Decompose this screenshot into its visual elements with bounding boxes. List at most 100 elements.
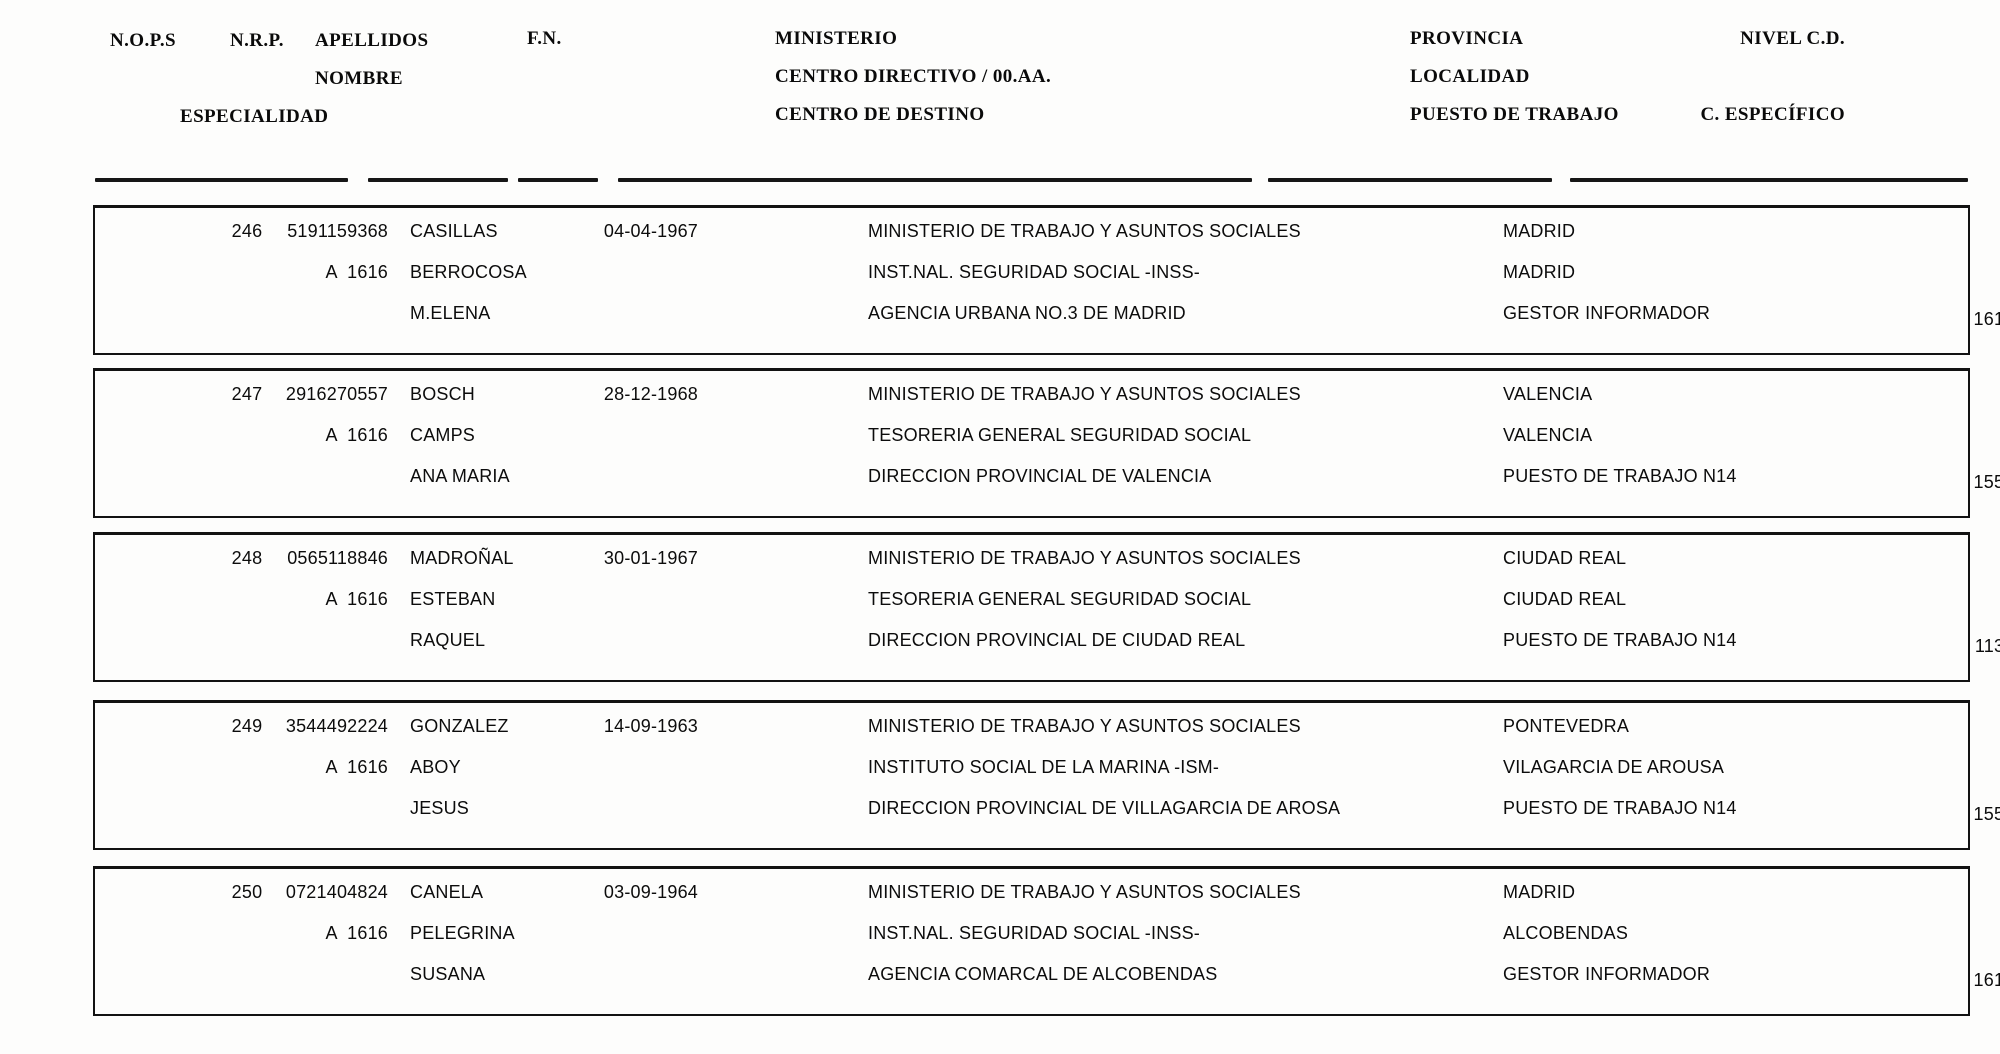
puesto-value: GESTOR INFORMADOR — [1503, 303, 1711, 323]
provincia-value: MADRID — [1503, 882, 1576, 902]
nrp-value: 3544492224 — [285, 716, 388, 736]
apellido1-value: MADROÑAL — [410, 548, 514, 568]
localidad-value: VALENCIA — [1503, 425, 1593, 445]
localidad-value: ALCOBENDAS — [1503, 923, 1629, 943]
nrp-value: 2916270557 — [285, 384, 388, 404]
nops-value: 250 — [231, 882, 263, 902]
apellido2-value: BERROCOSA — [410, 262, 527, 282]
header-rule-segment — [1570, 178, 1968, 182]
centro-directivo-value: INST.NAL. SEGURIDAD SOCIAL -INSS- — [868, 262, 1200, 282]
fecha-nacimiento-value: 04-04-1967 — [603, 221, 698, 241]
especifico-value: 1619,16 — [1973, 970, 2000, 990]
nombre-value: ANA MARIA — [410, 466, 510, 486]
col-header-nrp: N.R.P. — [230, 30, 284, 51]
nrp-value: 5191159368 — [287, 221, 388, 241]
centro-destino-value: DIRECCION PROVINCIAL DE VALENCIA — [868, 466, 1212, 486]
puesto-value: PUESTO DE TRABAJO N14 — [1503, 798, 1737, 818]
centro-destino-value: AGENCIA COMARCAL DE ALCOBENDAS — [868, 964, 1218, 984]
header-rule-segment — [518, 178, 598, 182]
ministerio-value: MINISTERIO DE TRABAJO Y ASUNTOS SOCIALES — [868, 384, 1301, 404]
col-header-fn: F.N. — [527, 28, 562, 49]
col-header-centro-directivo: CENTRO DIRECTIVO / 00.AA. — [775, 66, 1052, 87]
localidad-value: VILAGARCIA DE AROUSA — [1503, 757, 1725, 777]
centro-directivo-value: TESORERIA GENERAL SEGURIDAD SOCIAL — [868, 425, 1252, 445]
nivel-value: 14 — [1785, 548, 2000, 569]
record-row: 246 5191159368 A 1616 CASILLAS BERROCOSA… — [93, 205, 2000, 355]
especialidad-value: A 1616 — [325, 757, 388, 777]
record-row: 248 0565118846 A 1616 MADROÑAL ESTEBAN R… — [93, 532, 2000, 682]
especialidad-value: A 1616 — [325, 923, 388, 943]
especifico-value: 1558,92 — [1973, 472, 2000, 492]
col-header-nops: N.O.P.S — [110, 30, 176, 51]
col-header-nombre: NOMBRE — [315, 68, 403, 89]
provincia-value: VALENCIA — [1503, 384, 1593, 404]
apellido1-value: BOSCH — [410, 384, 476, 404]
localidad-value: MADRID — [1503, 262, 1576, 282]
provincia-value: PONTEVEDRA — [1503, 716, 1630, 736]
col-header-centro-destino: CENTRO DE DESTINO — [775, 104, 985, 125]
fecha-nacimiento-value: 14-09-1963 — [603, 716, 698, 736]
nops-value: 249 — [231, 716, 263, 736]
nivel-value: 15 — [1785, 221, 2000, 242]
apellido1-value: CANELA — [410, 882, 484, 902]
header-rule-segment — [1268, 178, 1552, 182]
nops-value: 246 — [231, 221, 263, 241]
nops-value: 247 — [231, 384, 263, 404]
apellido2-value: ABOY — [410, 757, 461, 777]
centro-directivo-value: INST.NAL. SEGURIDAD SOCIAL -INSS- — [868, 923, 1200, 943]
especifico-value: 1619,16 — [1973, 309, 2000, 329]
ministerio-value: MINISTERIO DE TRABAJO Y ASUNTOS SOCIALES — [868, 548, 1301, 568]
header-rule-segment — [368, 178, 508, 182]
nivel-value: 14 — [1785, 384, 2000, 405]
ministerio-value: MINISTERIO DE TRABAJO Y ASUNTOS SOCIALES — [868, 716, 1301, 736]
especialidad-value: A 1616 — [325, 262, 388, 282]
especialidad-value: A 1616 — [325, 589, 388, 609]
fecha-nacimiento-value: 30-01-1967 — [603, 548, 698, 568]
col-header-puesto-trabajo: PUESTO DE TRABAJO — [1410, 104, 1619, 125]
especifico-value: 1558,92 — [1973, 804, 2000, 824]
ministerio-value: MINISTERIO DE TRABAJO Y ASUNTOS SOCIALES — [868, 221, 1301, 241]
centro-destino-value: AGENCIA URBANA NO.3 DE MADRID — [868, 303, 1186, 323]
col-header-localidad: LOCALIDAD — [1410, 66, 1530, 87]
header-rule-segment — [95, 178, 348, 182]
provincia-value: CIUDAD REAL — [1503, 548, 1627, 568]
col-header-nivel-cd: NIVEL C.D. — [1740, 28, 1845, 49]
apellido1-value: CASILLAS — [410, 221, 498, 241]
apellido2-value: PELEGRINA — [410, 923, 515, 943]
record-row: 249 3544492224 A 1616 GONZALEZ ABOY JESU… — [93, 700, 2000, 850]
col-header-c-especifico: C. ESPECÍFICO — [1700, 104, 1845, 125]
nivel-value: 15 — [1785, 882, 2000, 903]
nombre-value: M.ELENA — [410, 303, 491, 323]
record-row: 250 0721404824 A 1616 CANELA PELEGRINA S… — [93, 866, 2000, 1016]
col-header-apellidos: APELLIDOS — [315, 30, 429, 51]
apellido2-value: CAMPS — [410, 425, 476, 445]
especifico-value: 1135,92 — [1974, 636, 2000, 656]
fecha-nacimiento-value: 28-12-1968 — [603, 384, 698, 404]
centro-destino-value: DIRECCION PROVINCIAL DE CIUDAD REAL — [868, 630, 1246, 650]
header-rule-segment — [618, 178, 1252, 182]
centro-directivo-value: TESORERIA GENERAL SEGURIDAD SOCIAL — [868, 589, 1252, 609]
col-header-ministerio: MINISTERIO — [775, 28, 898, 49]
nombre-value: JESUS — [410, 798, 470, 818]
nombre-value: SUSANA — [410, 964, 486, 984]
fecha-nacimiento-value: 03-09-1964 — [603, 882, 698, 902]
centro-directivo-value: INSTITUTO SOCIAL DE LA MARINA -ISM- — [868, 757, 1220, 777]
nrp-value: 0721404824 — [285, 882, 388, 902]
puesto-value: PUESTO DE TRABAJO N14 — [1503, 466, 1737, 486]
localidad-value: CIUDAD REAL — [1503, 589, 1627, 609]
nops-value: 248 — [231, 548, 263, 568]
puesto-value: PUESTO DE TRABAJO N14 — [1503, 630, 1737, 650]
nivel-value: 14 — [1785, 716, 2000, 737]
apellido2-value: ESTEBAN — [410, 589, 496, 609]
puesto-value: GESTOR INFORMADOR — [1503, 964, 1711, 984]
col-header-especialidad: ESPECIALIDAD — [180, 106, 329, 127]
col-header-provincia: PROVINCIA — [1410, 28, 1524, 49]
nombre-value: RAQUEL — [410, 630, 486, 650]
provincia-value: MADRID — [1503, 221, 1576, 241]
especialidad-value: A 1616 — [325, 425, 388, 445]
centro-destino-value: DIRECCION PROVINCIAL DE VILLAGARCIA DE A… — [868, 798, 1341, 818]
apellido1-value: GONZALEZ — [410, 716, 509, 736]
record-row: 247 2916270557 A 1616 BOSCH CAMPS ANA MA… — [93, 368, 2000, 518]
nrp-value: 0565118846 — [287, 548, 388, 568]
